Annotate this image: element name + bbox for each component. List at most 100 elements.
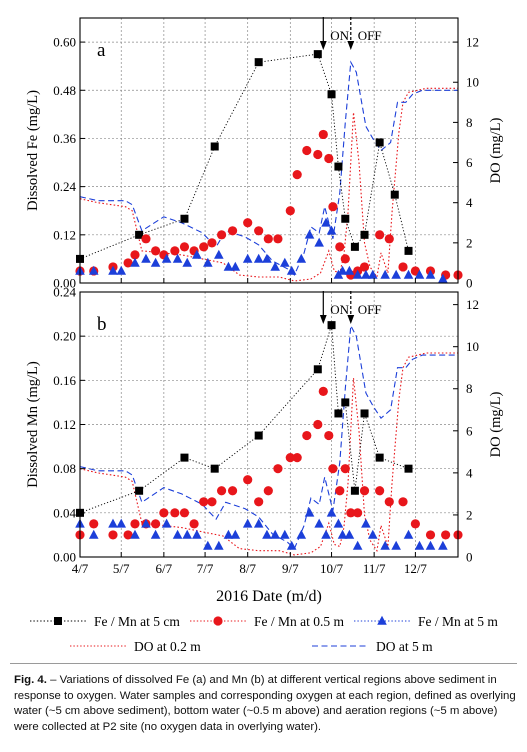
panel-a-point-fe_5cm <box>135 230 144 239</box>
panel-b-ytick-label: 0.00 <box>53 550 76 565</box>
panel-b-point-fe_05m <box>398 497 408 507</box>
panel-b-ytick-label: 0.12 <box>53 417 76 432</box>
panel-b-point-fe_05m <box>340 464 350 474</box>
panel-b-point-fe_5cm <box>135 486 144 495</box>
panel-b-point-fe_05m <box>384 497 394 507</box>
panel-a-point-fe_5cm <box>360 230 369 239</box>
panel-b-ytick-label: 0.08 <box>53 461 76 476</box>
panel-b-point-fe_5m <box>172 529 183 539</box>
panel-b-point-fe_5m <box>304 507 315 517</box>
panel-a-point-fe_5m <box>108 265 118 275</box>
panel-a-point-fe_05m <box>151 246 161 256</box>
panel-b-xtick-label: 4/7 <box>72 561 89 576</box>
panel-b-point-fe_5cm <box>313 365 322 374</box>
panel-a-y2tick-label: 8 <box>466 115 473 130</box>
panel-b-event-arrow-head <box>319 315 327 324</box>
panel-b-point-fe_05m <box>159 508 169 518</box>
panel-a-point-fe_05m <box>324 153 334 164</box>
panel-b-point-fe_5m <box>182 529 193 539</box>
panel-a-point-fe_5m <box>223 261 234 271</box>
panel-b-event-label: OFF <box>358 302 382 317</box>
panel-a-y2label: DO (mg/L) <box>488 118 504 184</box>
panel-a-point-fe_5m <box>253 253 264 263</box>
panel-a-line-fe_5cm <box>79 53 409 260</box>
panel-a-point-fe_5m <box>403 269 414 279</box>
panel-a-point-fe_5cm <box>350 242 359 251</box>
panel-b-point-fe_5m <box>344 529 355 539</box>
x-axis-label: 2016 Date (m/d) <box>216 588 322 605</box>
panel-a-point-fe_05m <box>141 234 151 244</box>
panel-a-letter: a <box>97 40 106 61</box>
panel-a-ytick-label: 0.12 <box>53 227 76 242</box>
panel-b-point-fe_5m <box>192 529 202 539</box>
panel-a-point-fe_05m <box>292 169 302 180</box>
panel-b-point-fe_5m <box>314 518 324 528</box>
panel-b-point-fe_05m <box>335 486 345 496</box>
caption-text: – Variations of dissolved Fe (a) and Mn … <box>14 674 516 733</box>
panel-a-point-fe_5cm <box>375 138 384 147</box>
panel-a-point-fe_05m <box>216 230 227 240</box>
panel-a-point-fe_5m <box>262 253 272 263</box>
panel-b-point-fe_5m <box>403 529 414 539</box>
caption-label: Fig. 4. <box>14 674 47 686</box>
panel-a-y2tick-label: 4 <box>466 195 473 210</box>
panel-a-ytick-label: 0.48 <box>53 83 76 98</box>
figure: ON OFF 0.00 0.12 0.24 0.36 0.48 0.60 0 2 4 6 8 10 12 a D… <box>25 17 504 654</box>
panel-b-point-fe_5m <box>337 529 348 539</box>
panel-b-point-fe_05m <box>123 530 133 540</box>
panel-b-point-fe_05m <box>313 419 323 430</box>
panel-a-point-fe_05m <box>179 242 190 252</box>
panel-a-point-fe_05m <box>199 242 209 252</box>
panel-b-y2tick-label: 0 <box>466 550 473 565</box>
panel-a-point-fe_5m <box>150 257 161 267</box>
panel-a-point-fe_5m <box>88 265 99 275</box>
panel-b-point-fe_05m <box>254 497 264 507</box>
panel-b-point-fe_05m <box>324 430 334 441</box>
panel-a-point-fe_5m <box>172 253 183 263</box>
panel-b-xtick-label: 7/7 <box>197 561 214 576</box>
panel-b-point-fe_5m <box>391 540 401 550</box>
panel-a-point-fe_05m <box>375 230 385 240</box>
panel-a-ylabel: Dissolved Fe (mg/L) <box>25 90 41 211</box>
panel-b-point-fe_05m <box>375 486 385 496</box>
panel-b-point-fe_05m <box>302 430 312 441</box>
legend-marker-fe_5m <box>377 615 387 625</box>
panel-b-point-fe_5m <box>150 529 161 539</box>
panel-b-point-fe_05m <box>353 508 363 518</box>
panel-a-point-fe_5m <box>414 269 425 279</box>
panel-b-point-fe_5m <box>352 540 363 550</box>
panel-a-point-fe_5m <box>344 265 355 275</box>
panel-b-event-arrow-head <box>347 315 355 324</box>
panel-b-ytick-label: 0.04 <box>53 505 76 520</box>
panel-b-point-fe_5cm <box>334 409 343 418</box>
panel-b-point-fe_5m <box>414 540 425 550</box>
panel-b-point-fe_05m <box>130 519 140 529</box>
panel-a-point-fe_5m <box>321 217 331 227</box>
panel-a-y2tick-label: 10 <box>466 75 479 90</box>
panel-b-letter: b <box>97 314 107 335</box>
panel-a-point-fe_5m <box>337 265 348 275</box>
panel-b-point-fe_05m <box>441 530 451 540</box>
panel-a-point-fe_5m <box>304 229 315 239</box>
panel-a-point-fe_05m <box>130 250 140 260</box>
legend-label-do_02m: DO at 0.2 m <box>134 639 201 654</box>
panel-b-point-fe_5m <box>438 540 448 550</box>
panel-a-y2tick-label: 6 <box>466 155 473 170</box>
panel-b-ytick-label: 0.24 <box>53 285 76 300</box>
panel-b-point-fe_5m <box>116 518 127 528</box>
panel-b-point-fe_5m <box>425 540 436 550</box>
panel-b-point-fe_5m <box>361 518 371 528</box>
panel-b-ylabel: Dissolved Mn (mg/L) <box>25 361 41 488</box>
panel-a-ytick-label: 0.24 <box>53 179 76 194</box>
panel-b-xtick-label: 10/7 <box>320 561 344 576</box>
panel-a-point-fe_5cm <box>341 214 350 223</box>
panel-a-point-fe_5m <box>230 261 241 271</box>
panel-b-xtick-label: 12/7 <box>404 561 428 576</box>
panel-a-point-fe_05m <box>123 258 133 268</box>
panel-b-y2tick-label: 4 <box>466 465 473 480</box>
panel-b-point-fe_05m <box>216 486 227 496</box>
panel-b-xtick-label: 9/7 <box>282 561 299 576</box>
panel-a-point-fe_5m <box>192 249 202 259</box>
panel-b-xtick-label: 5/7 <box>113 561 130 576</box>
panel-b-point-fe_05m <box>89 519 99 529</box>
